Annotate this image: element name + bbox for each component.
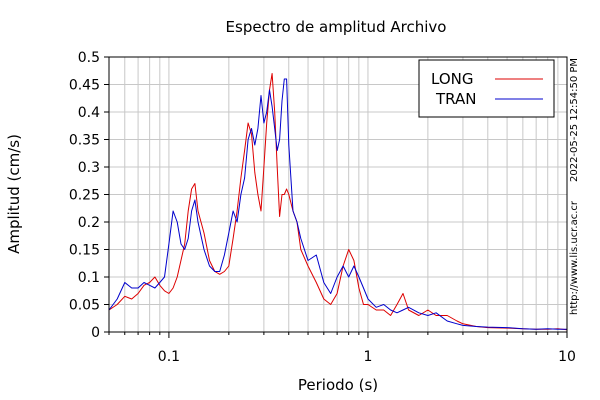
y-tick-label: 0.1 (78, 270, 100, 286)
legend-box (418, 59, 555, 118)
y-tick-label: 0.5 (78, 50, 100, 66)
y-tick-label: 0.4 (78, 105, 100, 121)
series-line-tran (108, 78, 567, 330)
legend-label-tran: TRAN (435, 90, 476, 108)
y-tick-label: 0.05 (69, 298, 100, 314)
y-tick-label: 0.3 (78, 160, 100, 176)
y-tick-label: 0.45 (69, 78, 100, 94)
x-tick-label: 10 (558, 349, 576, 365)
timestamp-label: 2022-05-25 12:54:50 PM (569, 58, 580, 182)
axis-ticks: 0 0.05 0.1 0.15 0.2 0.25 0.3 0.35 0.4 0.45 0.5 0.1 1… (69, 50, 576, 365)
series-line-long (108, 73, 568, 331)
y-tick-label: 0.35 (69, 133, 100, 149)
chart-title: Espectro de amplitud Archivo (226, 18, 447, 36)
y-tick-label: 0 (91, 325, 100, 341)
url-label: http://www.lis.ucr.ac.cr (569, 200, 580, 315)
y-tick-label: 0.25 (69, 188, 100, 204)
series-lines (108, 73, 568, 331)
y-tick-label: 0.2 (78, 215, 100, 231)
x-axis-label: Periodo (s) (298, 376, 378, 394)
y-tick-label: 0.15 (69, 243, 100, 259)
x-tick-label: 0.1 (158, 349, 180, 365)
legend-label-long: LONG (431, 70, 473, 88)
x-tick-label: 1 (363, 349, 372, 365)
y-axis-label: Amplitud (cm/s) (5, 134, 23, 254)
legend: LONG TRAN (418, 59, 555, 118)
